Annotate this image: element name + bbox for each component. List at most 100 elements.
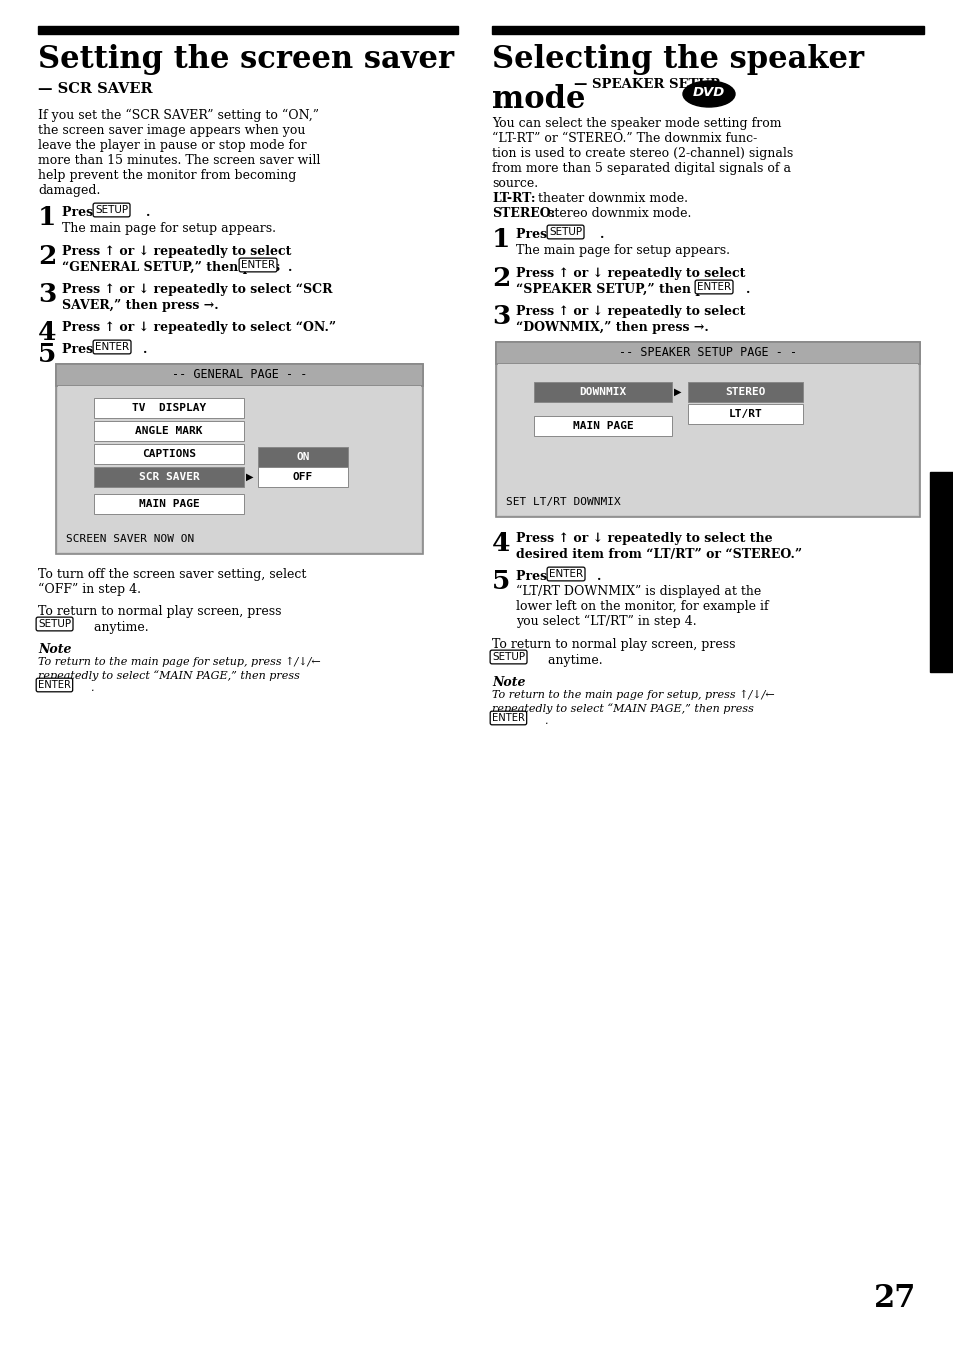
Text: damaged.: damaged. — [38, 184, 100, 197]
Text: To return to the main page for setup, press ↑/↓/←: To return to the main page for setup, pr… — [38, 657, 320, 667]
Text: STEREO: STEREO — [724, 387, 765, 397]
Text: -- GENERAL PAGE - -: -- GENERAL PAGE - - — [172, 369, 307, 381]
Text: .: . — [90, 683, 93, 694]
Text: tion is used to create stereo (2-channel) signals: tion is used to create stereo (2-channel… — [492, 147, 792, 160]
Text: SETUP: SETUP — [492, 652, 524, 662]
Text: The main page for setup appears.: The main page for setup appears. — [516, 243, 729, 257]
Text: stereo downmix mode.: stereo downmix mode. — [543, 207, 691, 220]
Text: MAIN PAGE: MAIN PAGE — [572, 420, 633, 431]
Bar — [56, 364, 422, 387]
Text: Press ↑ or ↓ repeatedly to select: Press ↑ or ↓ repeatedly to select — [516, 306, 744, 318]
Text: — SCR SAVER: — SCR SAVER — [38, 82, 152, 96]
Bar — [492, 26, 923, 34]
Text: ENTER: ENTER — [38, 680, 71, 690]
Text: The main page for setup appears.: The main page for setup appears. — [62, 222, 275, 235]
Text: Press: Press — [516, 228, 558, 241]
Text: 27: 27 — [873, 1283, 915, 1314]
Bar — [94, 466, 244, 487]
Text: desired item from “LT/RT” or “STEREO.”: desired item from “LT/RT” or “STEREO.” — [516, 548, 801, 561]
Text: 1: 1 — [38, 206, 56, 230]
Text: from more than 5 separated digital signals of a: from more than 5 separated digital signa… — [492, 162, 790, 174]
Text: 3: 3 — [38, 283, 56, 307]
Text: Press: Press — [62, 206, 105, 219]
Bar — [38, 26, 457, 34]
Text: To return to normal play screen, press: To return to normal play screen, press — [38, 604, 281, 618]
Text: you select “LT/RT” in step 4.: you select “LT/RT” in step 4. — [516, 615, 696, 629]
Text: SETUP: SETUP — [548, 227, 581, 237]
Text: If you set the “SCR SAVER” setting to “ON,”: If you set the “SCR SAVER” setting to “O… — [38, 110, 318, 122]
Bar — [94, 397, 244, 418]
Text: lower left on the monitor, for example if: lower left on the monitor, for example i… — [516, 600, 768, 612]
Text: DOWNMIX: DOWNMIX — [578, 387, 626, 397]
Text: ENTER: ENTER — [548, 569, 582, 579]
Text: .: . — [597, 571, 600, 583]
Text: repeatedly to select “MAIN PAGE,” then press: repeatedly to select “MAIN PAGE,” then p… — [492, 703, 753, 714]
Text: -- SPEAKER SETUP PAGE - -: -- SPEAKER SETUP PAGE - - — [618, 346, 796, 360]
Text: source.: source. — [492, 177, 537, 191]
Text: 3: 3 — [492, 304, 510, 329]
Bar — [534, 416, 671, 435]
Text: You can select the speaker mode setting from: You can select the speaker mode setting … — [492, 118, 781, 130]
Text: “LT/RT DOWNMIX” is displayed at the: “LT/RT DOWNMIX” is displayed at the — [516, 585, 760, 598]
Bar — [257, 466, 348, 487]
Text: the screen saver image appears when you: the screen saver image appears when you — [38, 124, 305, 137]
Text: “LT-RT” or “STEREO.” The downmix func-: “LT-RT” or “STEREO.” The downmix func- — [492, 132, 757, 145]
Text: ▶: ▶ — [673, 387, 680, 397]
Text: Press: Press — [516, 571, 558, 583]
Text: anytime.: anytime. — [90, 621, 149, 634]
Text: STEREO:: STEREO: — [492, 207, 555, 220]
Text: OFF: OFF — [293, 472, 313, 483]
Bar — [929, 472, 953, 672]
Text: theater downmix mode.: theater downmix mode. — [534, 192, 687, 206]
Text: ▶: ▶ — [246, 472, 253, 483]
Bar — [257, 448, 348, 466]
Text: 5: 5 — [38, 342, 56, 366]
Text: ENTER: ENTER — [241, 260, 274, 270]
Text: MAIN PAGE: MAIN PAGE — [138, 499, 199, 508]
Text: .: . — [146, 206, 151, 219]
Text: Press ↑ or ↓ repeatedly to select “ON.”: Press ↑ or ↓ repeatedly to select “ON.” — [62, 320, 335, 334]
Text: “OFF” in step 4.: “OFF” in step 4. — [38, 583, 141, 596]
Text: ENTER: ENTER — [95, 342, 129, 352]
Text: .: . — [745, 283, 750, 296]
Text: .: . — [543, 717, 547, 726]
Text: — SPEAKER SETUP: — SPEAKER SETUP — [574, 78, 720, 91]
Text: Note: Note — [38, 644, 71, 656]
Text: Note: Note — [492, 676, 525, 690]
Text: ENTER: ENTER — [697, 283, 730, 292]
Text: CAPTIONS: CAPTIONS — [142, 449, 195, 458]
Text: SETUP: SETUP — [38, 619, 71, 629]
Bar — [94, 420, 244, 441]
Text: 4: 4 — [492, 531, 510, 556]
Bar — [496, 342, 919, 516]
Text: more than 15 minutes. The screen saver will: more than 15 minutes. The screen saver w… — [38, 154, 320, 168]
Text: SAVER,” then press →.: SAVER,” then press →. — [62, 299, 218, 312]
Text: SCR SAVER: SCR SAVER — [138, 472, 199, 483]
Text: Selecting the speaker: Selecting the speaker — [492, 45, 863, 74]
Text: 2: 2 — [492, 266, 510, 291]
Text: anytime.: anytime. — [543, 654, 602, 667]
Text: Press ↑ or ↓ repeatedly to select: Press ↑ or ↓ repeatedly to select — [516, 266, 744, 280]
Bar — [58, 387, 420, 552]
Bar — [687, 404, 802, 425]
Text: DVD: DVD — [692, 87, 724, 100]
Text: 5: 5 — [492, 569, 510, 594]
Bar — [56, 364, 422, 554]
Text: .: . — [599, 228, 604, 241]
Text: Press: Press — [62, 343, 105, 356]
Text: LT-RT:: LT-RT: — [492, 192, 535, 206]
Bar — [496, 342, 919, 364]
Text: Setting the screen saver: Setting the screen saver — [38, 45, 454, 74]
Text: ANGLE MARK: ANGLE MARK — [135, 426, 203, 435]
Text: .: . — [143, 343, 147, 356]
Text: To turn off the screen saver setting, select: To turn off the screen saver setting, se… — [38, 568, 306, 581]
Text: leave the player in pause or stop mode for: leave the player in pause or stop mode f… — [38, 139, 306, 151]
Text: SCREEN SAVER NOW ON: SCREEN SAVER NOW ON — [66, 534, 194, 544]
Text: To return to the main page for setup, press ↑/↓/←: To return to the main page for setup, pr… — [492, 690, 774, 700]
Text: 2: 2 — [38, 243, 56, 269]
Text: Press ↑ or ↓ repeatedly to select: Press ↑ or ↓ repeatedly to select — [62, 245, 291, 258]
Bar — [94, 493, 244, 514]
Text: “SPEAKER SETUP,” then press: “SPEAKER SETUP,” then press — [516, 283, 737, 296]
Text: SETUP: SETUP — [95, 206, 128, 215]
Text: help prevent the monitor from becoming: help prevent the monitor from becoming — [38, 169, 296, 183]
